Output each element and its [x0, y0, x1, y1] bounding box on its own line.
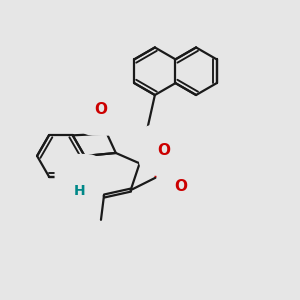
Text: H: H — [74, 184, 85, 198]
Text: N: N — [73, 172, 85, 187]
Text: O: O — [157, 142, 170, 158]
Text: O: O — [94, 102, 107, 117]
Text: O: O — [175, 179, 188, 194]
